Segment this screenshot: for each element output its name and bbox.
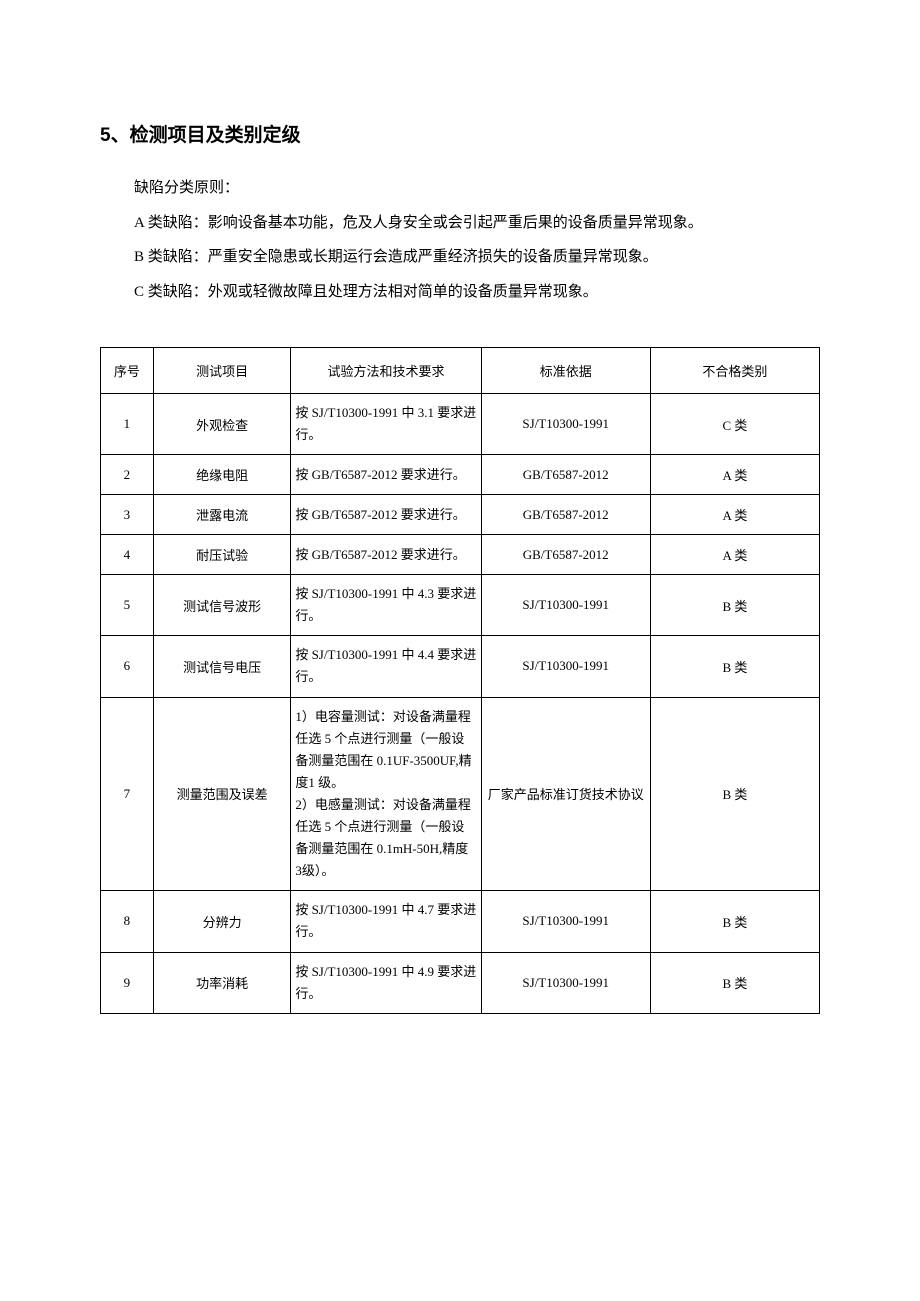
table-row: 4 耐压试验 按 GB/T6587-2012 要求进行。 GB/T6587-20… (101, 535, 820, 575)
cell-seq: 6 (101, 636, 154, 697)
cell-standard: SJ/T10300-1991 (481, 575, 650, 636)
cell-seq: 1 (101, 394, 154, 455)
header-standard: 标准依据 (481, 348, 650, 394)
cell-category: B 类 (650, 952, 819, 1013)
header-category: 不合格类别 (650, 348, 819, 394)
table-body: 1 外观检查 按 SJ/T10300-1991 中 3.1 要求进行。 SJ/T… (101, 394, 820, 1014)
cell-standard: GB/T6587-2012 (481, 495, 650, 535)
cell-standard: SJ/T10300-1991 (481, 394, 650, 455)
cell-category: B 类 (650, 891, 819, 952)
table-row: 3 泄露电流 按 GB/T6587-2012 要求进行。 GB/T6587-20… (101, 495, 820, 535)
table-row: 2 绝缘电阻 按 GB/T6587-2012 要求进行。 GB/T6587-20… (101, 455, 820, 495)
table-row: 9 功率消耗 按 SJ/T10300-1991 中 4.9 要求进行。 SJ/T… (101, 952, 820, 1013)
table-header-row: 序号 测试项目 试验方法和技术要求 标准依据 不合格类别 (101, 348, 820, 394)
cell-method: 按 SJ/T10300-1991 中 4.3 要求进行。 (291, 575, 481, 636)
cell-item: 耐压试验 (153, 535, 290, 575)
cell-standard: 厂家产品标准订货技术协议 (481, 697, 650, 891)
cell-method: 按 GB/T6587-2012 要求进行。 (291, 535, 481, 575)
cell-method: 按 SJ/T10300-1991 中 4.9 要求进行。 (291, 952, 481, 1013)
inspection-table: 序号 测试项目 试验方法和技术要求 标准依据 不合格类别 1 外观检查 按 SJ… (100, 347, 820, 1014)
table-row: 7 测量范围及误差 1）电容量测试：对设备满量程任选 5 个点进行测量（一般设备… (101, 697, 820, 891)
cell-item: 功率消耗 (153, 952, 290, 1013)
header-method: 试验方法和技术要求 (291, 348, 481, 394)
table-row: 8 分辨力 按 SJ/T10300-1991 中 4.7 要求进行。 SJ/T1… (101, 891, 820, 952)
cell-seq: 2 (101, 455, 154, 495)
cell-item: 分辨力 (153, 891, 290, 952)
cell-method: 按 SJ/T10300-1991 中 4.4 要求进行。 (291, 636, 481, 697)
cell-method: 按 SJ/T10300-1991 中 4.7 要求进行。 (291, 891, 481, 952)
cell-seq: 8 (101, 891, 154, 952)
cell-standard: SJ/T10300-1991 (481, 636, 650, 697)
cell-seq: 3 (101, 495, 154, 535)
header-item: 测试项目 (153, 348, 290, 394)
cell-category: A 类 (650, 455, 819, 495)
cell-standard: GB/T6587-2012 (481, 455, 650, 495)
cell-seq: 7 (101, 697, 154, 891)
defect-c-text: C 类缺陷：外观或轻微故障且处理方法相对简单的设备质量异常现象。 (134, 275, 820, 310)
cell-item: 测试信号电压 (153, 636, 290, 697)
intro-label: 缺陷分类原则： (134, 171, 820, 206)
cell-category: B 类 (650, 697, 819, 891)
defect-b-text: B 类缺陷：严重安全隐患或长期运行会造成严重经济损失的设备质量异常现象。 (134, 240, 820, 275)
cell-standard: SJ/T10300-1991 (481, 952, 650, 1013)
cell-method: 按 GB/T6587-2012 要求进行。 (291, 455, 481, 495)
table-row: 5 测试信号波形 按 SJ/T10300-1991 中 4.3 要求进行。 SJ… (101, 575, 820, 636)
table-row: 1 外观检查 按 SJ/T10300-1991 中 3.1 要求进行。 SJ/T… (101, 394, 820, 455)
cell-item: 测试信号波形 (153, 575, 290, 636)
table-row: 6 测试信号电压 按 SJ/T10300-1991 中 4.4 要求进行。 SJ… (101, 636, 820, 697)
cell-item: 绝缘电阻 (153, 455, 290, 495)
cell-method: 按 GB/T6587-2012 要求进行。 (291, 495, 481, 535)
defect-a-text: A 类缺陷：影响设备基本功能，危及人身安全或会引起严重后果的设备质量异常现象。 (134, 206, 820, 241)
cell-item: 外观检查 (153, 394, 290, 455)
cell-category: C 类 (650, 394, 819, 455)
cell-seq: 9 (101, 952, 154, 1013)
cell-item: 泄露电流 (153, 495, 290, 535)
cell-item: 测量范围及误差 (153, 697, 290, 891)
intro-block: 缺陷分类原则： A 类缺陷：影响设备基本功能，危及人身安全或会引起严重后果的设备… (134, 171, 820, 309)
cell-category: B 类 (650, 575, 819, 636)
cell-standard: GB/T6587-2012 (481, 535, 650, 575)
cell-category: A 类 (650, 535, 819, 575)
cell-category: A 类 (650, 495, 819, 535)
cell-method: 1）电容量测试：对设备满量程任选 5 个点进行测量（一般设备测量范围在 0.1U… (291, 697, 481, 891)
cell-standard: SJ/T10300-1991 (481, 891, 650, 952)
header-seq: 序号 (101, 348, 154, 394)
cell-seq: 4 (101, 535, 154, 575)
section-title: 5、检测项目及类别定级 (100, 120, 820, 147)
cell-method: 按 SJ/T10300-1991 中 3.1 要求进行。 (291, 394, 481, 455)
cell-category: B 类 (650, 636, 819, 697)
cell-seq: 5 (101, 575, 154, 636)
